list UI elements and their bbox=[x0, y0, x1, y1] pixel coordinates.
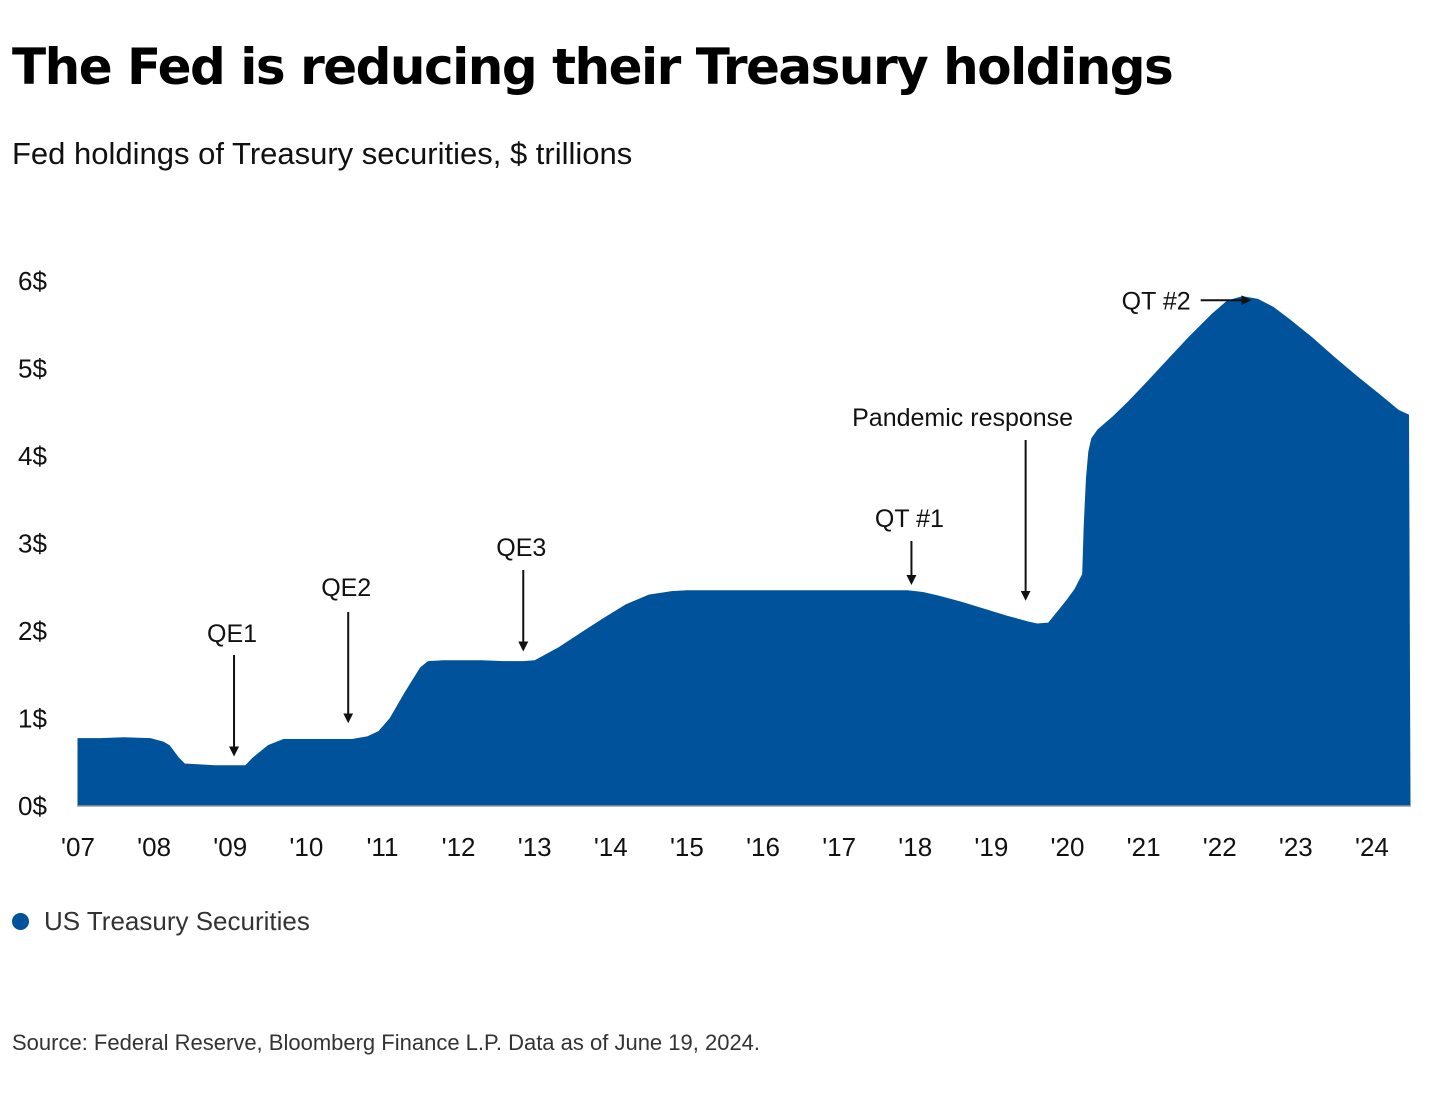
x-tick-label: '15 bbox=[670, 832, 704, 862]
annotation-qe1-label: QE1 bbox=[207, 620, 257, 648]
chart-title: The Fed is reducing their Treasury holdi… bbox=[12, 38, 1174, 96]
y-tick-label: 3$ bbox=[18, 529, 47, 559]
y-tick-label: 1$ bbox=[18, 704, 47, 734]
x-tick-label: '07 bbox=[61, 832, 95, 862]
chart-area: 0$ 1$ 2$ 3$ 4$ 5$ 6$ '07 '08 '09 '10 '11 '12 '13 '14 '1… bbox=[18, 266, 1411, 862]
annotation-qt-1-label: QT #1 bbox=[875, 505, 944, 533]
x-tick-label: '16 bbox=[746, 832, 780, 862]
y-tick-label: 2$ bbox=[18, 616, 47, 646]
x-tick-label: '14 bbox=[594, 832, 628, 862]
x-tick-label: '11 bbox=[366, 832, 398, 862]
chart-subtitle: Fed holdings of Treasury securities, $ t… bbox=[12, 136, 633, 171]
legend-dot bbox=[12, 913, 29, 930]
x-tick-label: '17 bbox=[822, 832, 856, 862]
y-tick-label: 0$ bbox=[18, 791, 47, 821]
y-tick-label: 5$ bbox=[18, 354, 47, 384]
x-tick-label: '22 bbox=[1203, 832, 1237, 862]
x-tick-label: '24 bbox=[1355, 832, 1389, 862]
series-area-us-treasury-securities bbox=[77, 296, 1411, 807]
x-tick-label: '18 bbox=[898, 832, 932, 862]
x-tick-label: '12 bbox=[442, 832, 476, 862]
x-tick-label: '20 bbox=[1051, 832, 1085, 862]
x-tick-label: '10 bbox=[289, 832, 323, 862]
legend-label: US Treasury Securities bbox=[44, 906, 310, 936]
annotation-qe3-label: QE3 bbox=[496, 534, 546, 562]
x-tick-label: '23 bbox=[1279, 832, 1313, 862]
x-tick-label: '21 bbox=[1127, 832, 1161, 862]
y-tick-label: 4$ bbox=[18, 441, 47, 471]
x-tick-label: '19 bbox=[974, 832, 1008, 862]
x-tick-label: '09 bbox=[213, 832, 247, 862]
annotation-qe2-label: QE2 bbox=[321, 574, 371, 602]
annotation-pandemic-response-label: Pandemic response bbox=[852, 404, 1073, 432]
source-note: Source: Federal Reserve, Bloomberg Finan… bbox=[12, 1030, 761, 1055]
x-tick-label: '13 bbox=[518, 832, 552, 862]
annotation-qt-2-label: QT #2 bbox=[1122, 287, 1191, 315]
y-tick-label: 6$ bbox=[18, 266, 47, 296]
legend: US Treasury Securities bbox=[12, 906, 310, 937]
x-tick-label: '08 bbox=[137, 832, 171, 862]
